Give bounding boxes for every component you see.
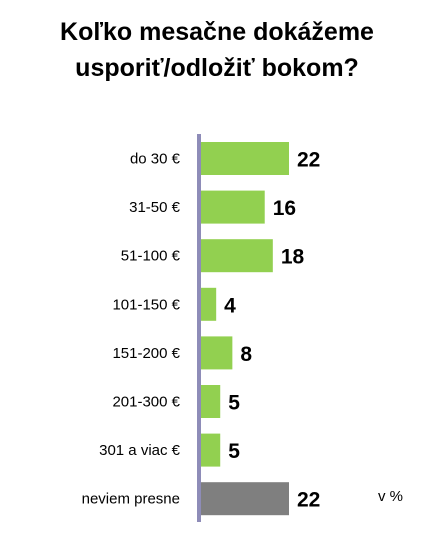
chart-title-line-2: usporiť/odložiť bokom? xyxy=(75,54,359,82)
bar-201-300-eur xyxy=(200,385,221,418)
category-label-201-300-eur: 201-300 € xyxy=(112,394,180,411)
bar-neviem-presne xyxy=(200,482,289,516)
bar-31-50-eur xyxy=(200,190,265,224)
bar-101-150-eur xyxy=(200,287,217,321)
bar-do-30-eur xyxy=(200,142,289,175)
value-label-151-200-eur: 8 xyxy=(240,343,252,366)
chart-title: Koľko mesačne dokážeme usporiť/odložiť b… xyxy=(0,14,434,86)
unit-label: v % xyxy=(378,488,404,505)
category-label-301-a-viac-eur: 301 a viac € xyxy=(99,442,181,459)
value-label-101-150-eur: 4 xyxy=(224,294,236,317)
bar-51-100-eur xyxy=(200,239,273,273)
category-label-151-200-eur: 151-200 € xyxy=(112,345,180,362)
value-label-201-300-eur: 5 xyxy=(228,392,240,415)
chart-title-line-1: Koľko mesačne dokážeme xyxy=(60,18,374,46)
value-label-31-50-eur: 16 xyxy=(273,197,296,220)
category-label-31-50-eur: 31-50 € xyxy=(129,199,181,216)
value-label-neviem-presne: 22 xyxy=(297,489,320,512)
bar-301-a-viac-eur xyxy=(200,433,221,467)
category-label-51-100-eur: 51-100 € xyxy=(121,248,181,265)
value-label-301-a-viac-eur: 5 xyxy=(228,440,240,463)
bar-151-200-eur xyxy=(200,336,233,370)
category-label-neviem-presne: neviem presne xyxy=(82,491,180,508)
category-label-101-150-eur: 101-150 € xyxy=(112,296,180,313)
value-label-51-100-eur: 18 xyxy=(281,246,305,269)
value-label-do-30-eur: 22 xyxy=(297,149,320,172)
category-label-do-30-eur: do 30 € xyxy=(130,151,181,168)
